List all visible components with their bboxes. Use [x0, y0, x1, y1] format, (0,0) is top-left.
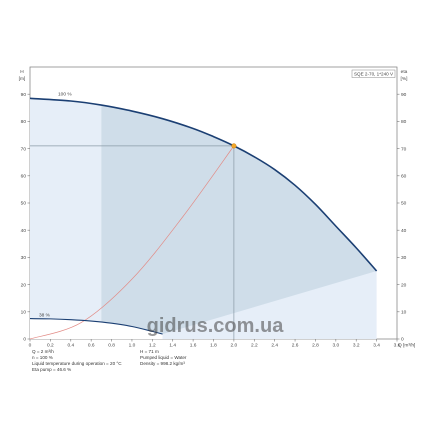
y-axis-unit-left: [m]: [19, 76, 26, 82]
y-tick-label-right: 90: [401, 92, 407, 98]
y-tick-label-right: 60: [401, 174, 407, 180]
x-tick-label: 1.0: [129, 343, 136, 349]
y-tick-label-right: 80: [401, 119, 407, 125]
curve-label: SQE 2-70, 1*240 V: [354, 72, 394, 77]
y-tick-label-left: 30: [21, 255, 27, 261]
x-tick-label: 1.6: [190, 343, 197, 349]
y-tick-label-left: 10: [21, 310, 27, 316]
y-tick-label-left: 0: [23, 337, 26, 343]
x-axis-unit: Q [m³/h]: [398, 343, 415, 349]
x-tick-label: 0.8: [108, 343, 115, 349]
y-tick-label-right: 10: [401, 310, 407, 316]
y-tick-label-left: 40: [21, 228, 27, 234]
x-tick-label: 2.4: [271, 343, 278, 349]
x-tick-label: 0.6: [88, 343, 95, 349]
x-tick-label: 0: [29, 343, 32, 349]
y-tick-label-right: 20: [401, 282, 407, 288]
curve-38-percent: [29, 318, 163, 335]
y-tick-label-left: 90: [21, 92, 27, 98]
y-tick-label-right: 70: [401, 146, 407, 152]
label-38-percent: 38 %: [39, 312, 51, 318]
info-head: H = 71 m: [140, 349, 159, 354]
x-tick-label: 0.4: [67, 343, 74, 349]
x-tick-label: 3.6: [394, 343, 401, 349]
y-tick-label-left: 60: [21, 174, 27, 180]
watermark-text: gidrus.com.ua: [147, 315, 285, 337]
x-tick-label: 2.0: [231, 343, 238, 349]
y-axis-unit-right: [%]: [401, 76, 408, 82]
operating-area-dark: [101, 105, 377, 335]
y-tick-label-right: 30: [401, 255, 407, 261]
y-tick-label-left: 20: [21, 282, 27, 288]
y-tick-label-right: 0: [401, 337, 404, 343]
system-curve: [29, 145, 235, 340]
x-tick-label: 2.2: [251, 343, 258, 349]
y-tick-label-left: 50: [21, 201, 27, 207]
info-flow: Q = 2 m³/h: [32, 349, 54, 354]
y-tick-label-right: 40: [401, 228, 407, 234]
x-tick-label: 0.2: [47, 343, 54, 349]
info-density: Density = 998.2 kg/m³: [140, 361, 185, 366]
x-tick-label: 1.2: [149, 343, 156, 349]
x-tick-label: 2.8: [312, 343, 319, 349]
y-axis-title-left: H: [20, 69, 24, 75]
below-min-curve: [30, 318, 163, 339]
x-tick-label: 1.8: [210, 343, 217, 349]
x-tick-label: 2.6: [292, 343, 299, 349]
x-tick-label: 3.4: [373, 343, 380, 349]
label-100-percent: 100 %: [58, 92, 72, 98]
y-axis-title-right: eta: [401, 69, 408, 75]
curve-label-box: [351, 69, 396, 78]
info-liquid-temp: Liquid temperature during operation = 20…: [32, 361, 122, 366]
x-tick-label: 3.0: [332, 343, 339, 349]
info-pumped-liquid: Pumped liquid = Water: [140, 355, 187, 360]
info-eta-pump: Eta pump = 46.6 %: [32, 367, 72, 372]
y-tick-label-right: 50: [401, 201, 407, 207]
y-tick-label-left: 80: [21, 119, 27, 125]
info-right: H = 71 m Pumped liquid = Water Density =…: [140, 349, 186, 367]
info-speed: n = 100 %: [32, 355, 53, 360]
operating-point: [231, 143, 237, 149]
info-left: Q = 2 m³/h n = 100 % Liquid temperature …: [32, 349, 122, 373]
x-tick-label: 1.4: [169, 343, 176, 349]
x-tick-label: 3.2: [353, 343, 360, 349]
y-tick-label-left: 70: [21, 146, 27, 152]
